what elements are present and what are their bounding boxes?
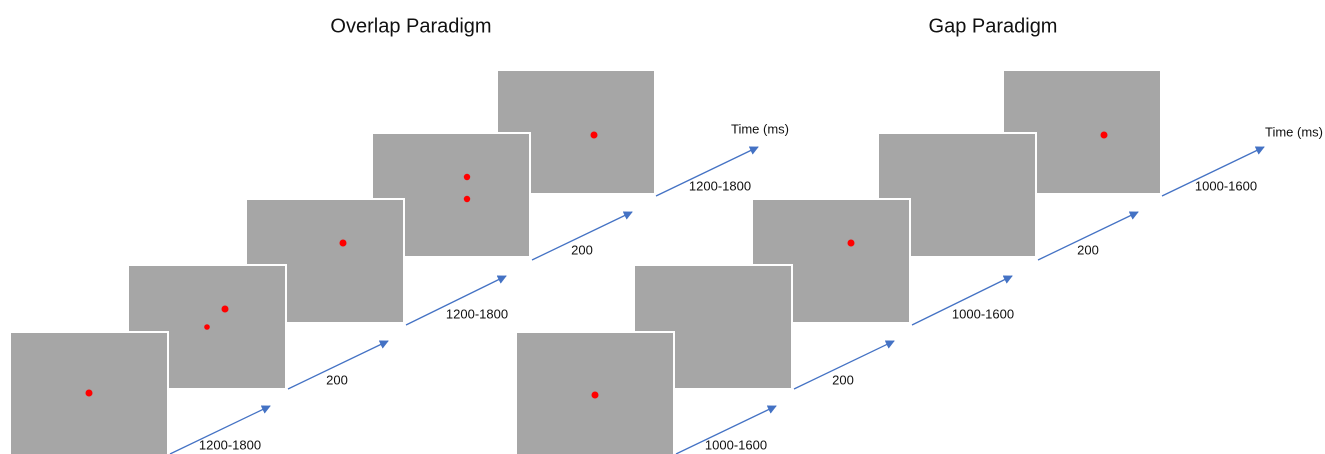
fixation-dot bbox=[221, 305, 229, 313]
time-arrow bbox=[793, 340, 895, 390]
fixation-dot bbox=[590, 131, 598, 139]
duration-label: 1200-1800 bbox=[446, 306, 508, 321]
fixation-dot bbox=[463, 195, 471, 203]
time-arrow bbox=[911, 275, 1013, 326]
time-arrow bbox=[1161, 146, 1265, 197]
fixation-dot bbox=[847, 239, 855, 247]
duration-label: 1000-1600 bbox=[705, 437, 767, 452]
time-arrow bbox=[287, 340, 389, 390]
time-arrow bbox=[655, 146, 759, 197]
fixation-dot bbox=[591, 391, 599, 399]
panel: Gap Paradigm 1000-1600 200 1000-1600 200 1000… bbox=[515, 15, 1323, 454]
time-arrow bbox=[169, 405, 271, 454]
time-arrow bbox=[675, 405, 777, 454]
time-arrow bbox=[405, 275, 507, 326]
fixation-dot bbox=[463, 173, 471, 181]
panel: Overlap Paradigm 1200-1800 200 1200-1800 200… bbox=[9, 15, 789, 454]
time-arrow bbox=[531, 211, 633, 261]
panel-title: Overlap Paradigm bbox=[330, 15, 491, 37]
axis-label: Time (ms) bbox=[731, 121, 789, 136]
fixation-dot bbox=[204, 324, 210, 330]
duration-label: 200 bbox=[832, 372, 854, 387]
duration-label: 200 bbox=[1077, 242, 1099, 257]
duration-label: 1000-1600 bbox=[952, 306, 1014, 321]
duration-label: 1000-1600 bbox=[1195, 178, 1257, 193]
duration-label: 200 bbox=[326, 372, 348, 387]
fixation-dot bbox=[85, 389, 93, 397]
duration-label: 200 bbox=[571, 242, 593, 257]
panel-title: Gap Paradigm bbox=[929, 15, 1058, 37]
panels: Overlap Paradigm 1200-1800 200 1200-1800 200… bbox=[9, 15, 1323, 454]
fixation-dot bbox=[1100, 131, 1108, 139]
duration-label: 1200-1800 bbox=[199, 437, 261, 452]
fixation-dot bbox=[339, 239, 347, 247]
axis-label: Time (ms) bbox=[1265, 124, 1323, 139]
time-arrow bbox=[1037, 211, 1139, 261]
duration-label: 1200-1800 bbox=[689, 178, 751, 193]
